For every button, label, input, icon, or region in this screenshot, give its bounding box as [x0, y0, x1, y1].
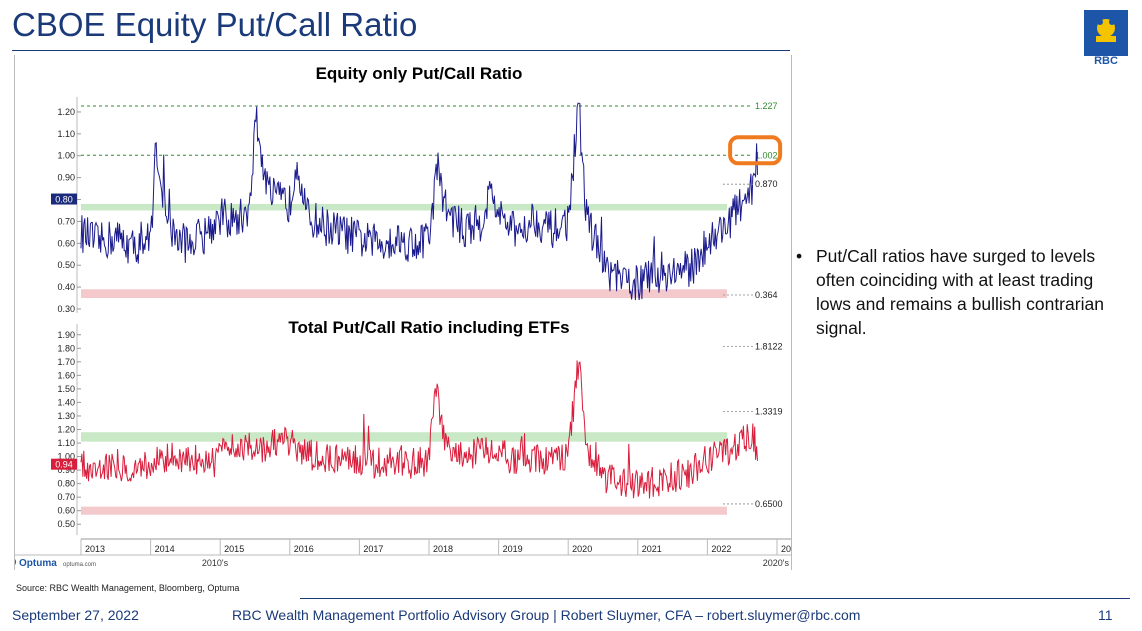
decade-label: 2010's [202, 558, 229, 568]
equity-reference-lines: 1.227 1.002 [81, 101, 778, 160]
tot-y-tick: 1.90 [57, 330, 75, 340]
x-tick-label: 2022 [711, 544, 731, 554]
tot-side-label: 1.8122 [755, 342, 783, 352]
tot-side-label: 1.3319 [755, 407, 783, 417]
tot-y-tick: 1.70 [57, 357, 75, 367]
equity-last-value-badge [51, 193, 77, 205]
tot-y-tick: 0.70 [57, 492, 75, 502]
tot-y-tick: 1.60 [57, 370, 75, 380]
page-number: 11 [1098, 607, 1113, 623]
highlight-box [728, 135, 783, 166]
tot-side-label: 0.6500 [755, 499, 783, 509]
eq-side-label: 0.870 [755, 179, 778, 189]
tot-y-tick: 0.50 [57, 519, 75, 529]
eq-y-tick: 1.00 [57, 151, 75, 161]
equity-side-labels: 0.870 0.364 [723, 179, 778, 300]
eq-y-tick: 0.60 [57, 238, 75, 248]
x-tick-label: 2021 [642, 544, 662, 554]
optuma-icon [15, 559, 16, 565]
slide-title: CBOE Equity Put/Call Ratio [12, 6, 418, 43]
total-side-labels: 1.8122 1.3319 0.6500 [723, 342, 783, 509]
total-series-line [80, 360, 758, 499]
eq-y-tick: 0.70 [57, 216, 75, 226]
title-divider [12, 50, 790, 51]
optuma-brand: Optuma [19, 558, 57, 569]
tot-y-tick: 0.90 [57, 465, 75, 475]
eq-side-label: 0.364 [755, 290, 778, 300]
rbc-logo: RBC [1084, 10, 1128, 67]
eq-y-tick: 0.40 [57, 282, 75, 292]
optuma-site: optuma.com [63, 562, 96, 568]
eq-reference-label: 1.002 [755, 150, 778, 160]
eq-y-tick: 1.20 [57, 107, 75, 117]
eq-reference-label: 1.227 [755, 101, 778, 111]
x-tick-label: 2015 [224, 544, 244, 554]
tot-y-tick: 0.80 [57, 479, 75, 489]
eq-y-tick: 0.50 [57, 260, 75, 270]
equity-series-line [80, 102, 758, 301]
total-last-value: 0.94 [55, 460, 73, 470]
x-tick-label: 2016 [294, 544, 314, 554]
tot-y-tick: 1.50 [57, 384, 75, 394]
chart-frame: 1.20 1.10 1.00 0.90 0.80 0.70 0.60 0.50 0.40 0.30… [14, 55, 792, 570]
eq-band-green [81, 203, 727, 211]
total-y-axis: 1.90 1.80 1.70 1.60 1.50 1.40 1.30 1.20 1.10 1.00… [57, 324, 81, 535]
eq-band-red [81, 289, 727, 299]
commentary-bullet: • Put/Call ratios have surged to levels … [796, 244, 1116, 340]
x-tick-label: 2014 [155, 544, 175, 554]
equity-last-value: 0.80 [55, 195, 73, 205]
tot-y-tick: 1.00 [57, 452, 75, 462]
tot-y-tick: 1.40 [57, 397, 75, 407]
footer-divider [300, 598, 1130, 599]
x-tick-label: 2013 [85, 544, 105, 554]
total-chart-title: Total Put/Call Ratio including ETFs [288, 318, 569, 337]
decade-label-right: 2020's [763, 558, 790, 568]
x-tick-label: 2023 [781, 544, 791, 554]
x-axis-year-ticks: 2013 2014 2015 2016 2017 2018 2019 2020 2021 2022… [80, 539, 791, 555]
bullet-text: Put/Call ratios have surged to levels of… [816, 246, 1104, 338]
x-tick-label: 2019 [503, 544, 523, 554]
tot-band-green [81, 432, 727, 442]
source-note: Source: RBC Wealth Management, Bloomberg… [16, 583, 240, 593]
x-tick-label: 2020 [572, 544, 592, 554]
tot-band-red [81, 506, 727, 515]
total-last-value-badge [51, 458, 77, 470]
equity-chart-title: Equity only Put/Call Ratio [316, 64, 523, 83]
bullet-dot: • [796, 246, 803, 266]
footer-credit: RBC Wealth Management Portfolio Advisory… [232, 607, 861, 623]
x-tick-label: 2018 [433, 544, 453, 554]
footer-date: September 27, 2022 [12, 607, 139, 623]
logo-text: RBC [1094, 55, 1118, 67]
tot-y-tick: 1.30 [57, 411, 75, 421]
total-bands [81, 432, 727, 515]
eq-y-tick: 1.10 [57, 129, 75, 139]
equity-y-axis: 1.20 1.10 1.00 0.90 0.80 0.70 0.60 0.50 0.40 0.30 [57, 97, 81, 314]
chart-area: 1.20 1.10 1.00 0.90 0.80 0.70 0.60 0.50 0.40 0.30… [15, 64, 791, 569]
x-tick-label: 2017 [363, 544, 383, 554]
tot-y-tick: 1.80 [57, 343, 75, 353]
equity-bands [81, 203, 727, 299]
eq-y-tick: 0.90 [57, 173, 75, 183]
tot-y-tick: 1.20 [57, 425, 75, 435]
eq-y-tick: 0.30 [57, 304, 75, 314]
tot-y-tick: 0.60 [57, 506, 75, 516]
tot-y-tick: 1.10 [57, 438, 75, 448]
